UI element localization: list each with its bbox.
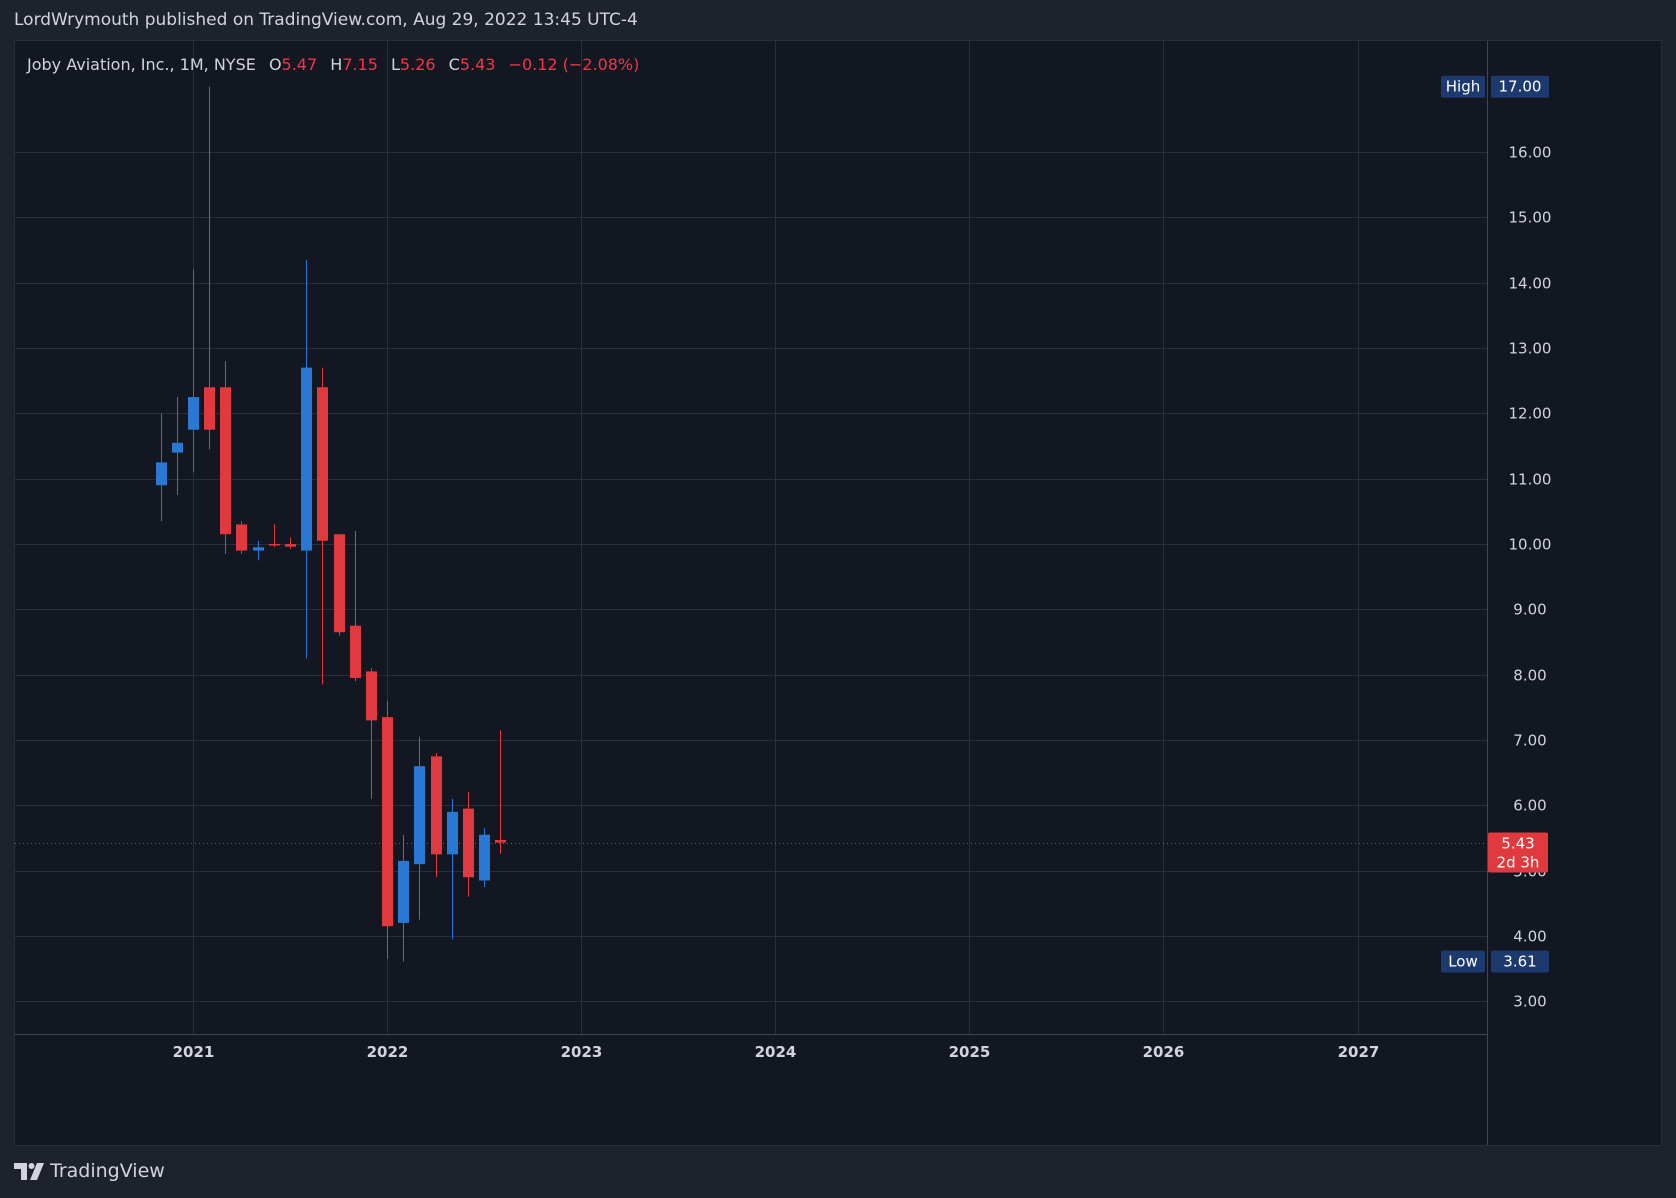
candle-body <box>431 756 442 855</box>
candle-body <box>269 544 280 546</box>
legend-high-label: H <box>330 55 343 74</box>
low-tag-label: Low <box>1448 952 1478 970</box>
candle-body <box>301 367 312 551</box>
candle[interactable] <box>317 367 328 685</box>
last-price-value: 5.43 <box>1501 835 1534 853</box>
candle[interactable] <box>269 524 280 548</box>
x-tick-label: 2026 <box>1143 1043 1185 1061</box>
candle-body <box>463 808 474 878</box>
legend-low-label: L <box>391 55 400 74</box>
candle[interactable] <box>414 736 425 920</box>
candle-body <box>366 671 377 721</box>
legend-change: −0.12 (−2.08%) <box>508 55 640 74</box>
low-tag: Low 3.61 <box>1441 950 1549 973</box>
legend-close-value: 5.43 <box>459 55 496 74</box>
x-tick-label: 2024 <box>755 1043 797 1061</box>
legend-close-label: C <box>448 55 460 74</box>
y-tick-label: 9.00 <box>1513 601 1546 619</box>
candle[interactable] <box>431 753 442 878</box>
chart-frame[interactable]: 3.004.005.006.007.008.009.0010.0011.0012… <box>14 40 1662 1146</box>
candle[interactable] <box>463 792 474 897</box>
y-tick-label: 15.00 <box>1509 209 1552 227</box>
y-tick-label: 14.00 <box>1509 275 1552 293</box>
candle[interactable] <box>366 668 377 799</box>
candle[interactable] <box>236 521 247 554</box>
candle[interactable] <box>479 828 490 888</box>
brand-name: TradingView <box>50 1160 165 1182</box>
candle-body <box>414 766 425 865</box>
candle[interactable] <box>334 534 345 636</box>
candle-body <box>447 811 458 855</box>
y-tick-label: 3.00 <box>1513 993 1546 1011</box>
last-price-tag: 5.43 2d 3h <box>1488 832 1548 873</box>
candle-body <box>253 547 264 551</box>
grid-layer <box>15 41 1487 1034</box>
candle[interactable] <box>382 700 393 959</box>
tradingview-brand[interactable]: TradingView <box>14 1160 165 1182</box>
high-tag-value: 17.00 <box>1499 78 1542 96</box>
legend-low-value: 5.26 <box>399 55 436 74</box>
y-tick-label: 16.00 <box>1509 144 1552 162</box>
candle-body <box>188 397 199 430</box>
y-tick-label: 6.00 <box>1513 797 1546 815</box>
high-tag: High 17.00 <box>1441 75 1549 98</box>
candle[interactable] <box>172 397 183 496</box>
high-tag-label: High <box>1446 78 1480 96</box>
candle[interactable] <box>220 361 231 554</box>
candle-body <box>334 534 345 633</box>
candle[interactable] <box>301 259 312 659</box>
candle-body <box>156 462 167 486</box>
legend-symbol: Joby Aviation, Inc., 1M, NYSE <box>27 55 256 74</box>
x-tick-label: 2027 <box>1338 1043 1380 1061</box>
candle[interactable] <box>447 798 458 940</box>
time-axis[interactable]: 2021 2022 2023 2024 2025 2026 2027 <box>173 1043 1380 1061</box>
price-axis[interactable]: 3.004.005.006.007.008.009.0010.0011.0012… <box>1509 144 1552 1011</box>
candle-body <box>350 625 361 678</box>
x-tick-label: 2023 <box>561 1043 603 1061</box>
candle[interactable] <box>285 537 296 549</box>
candle[interactable] <box>495 730 506 854</box>
candle-body <box>495 839 506 843</box>
candle-body <box>398 860 409 923</box>
legend-open-value: 5.47 <box>281 55 318 74</box>
candle-body <box>479 834 490 881</box>
candle[interactable] <box>204 86 215 450</box>
candle[interactable] <box>188 269 199 473</box>
candle[interactable] <box>156 413 167 522</box>
candle-layer <box>156 86 506 962</box>
y-tick-label: 13.00 <box>1509 340 1552 358</box>
candle[interactable] <box>398 834 409 962</box>
publisher-line: LordWrymouth published on TradingView.co… <box>14 10 638 30</box>
y-tick-label: 7.00 <box>1513 732 1546 750</box>
candle-body <box>382 717 393 927</box>
y-tick-label: 10.00 <box>1509 536 1552 554</box>
candle-body <box>236 524 247 551</box>
legend-high-value: 7.15 <box>342 55 378 74</box>
y-tick-label: 4.00 <box>1513 928 1546 946</box>
candle-body <box>220 387 231 535</box>
candle-body <box>285 544 296 547</box>
bar-countdown: 2d 3h <box>1497 854 1540 872</box>
candle[interactable] <box>253 540 264 561</box>
candlestick-chart[interactable]: 3.004.005.006.007.008.009.0010.0011.0012… <box>15 41 1661 1145</box>
y-tick-label: 8.00 <box>1513 667 1546 685</box>
symbol-legend[interactable]: Joby Aviation, Inc., 1M, NYSE O5.47 H7.1… <box>27 55 639 74</box>
y-tick-label: 12.00 <box>1509 405 1552 423</box>
x-tick-label: 2021 <box>173 1043 215 1061</box>
candle[interactable] <box>350 530 361 682</box>
y-tick-label: 11.00 <box>1509 471 1552 489</box>
candle-body <box>317 387 328 541</box>
tradingview-logo-icon <box>14 1162 44 1180</box>
low-tag-value: 3.61 <box>1503 952 1536 970</box>
x-tick-label: 2022 <box>367 1043 409 1061</box>
legend-open-label: O <box>268 55 282 74</box>
x-tick-label: 2025 <box>949 1043 991 1061</box>
candle-body <box>172 442 183 453</box>
candle-body <box>204 387 215 430</box>
